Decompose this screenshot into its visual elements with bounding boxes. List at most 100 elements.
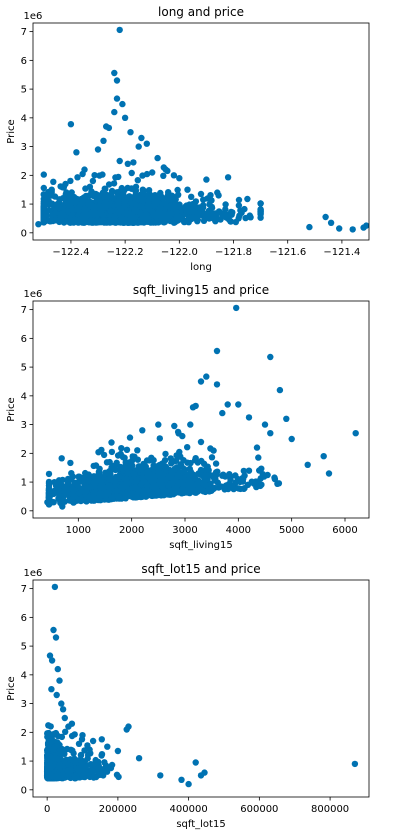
scatter-point: [228, 211, 235, 218]
scatter-point: [61, 728, 69, 735]
scatter-point: [162, 200, 169, 207]
scatter-point: [203, 373, 210, 380]
scatter-point: [140, 488, 147, 495]
scatter-point: [156, 477, 163, 485]
scatter-point: [50, 745, 57, 753]
scatter-point: [83, 484, 91, 491]
scatter-point: [174, 186, 181, 194]
scatter-point: [50, 499, 57, 506]
scatter-point: [215, 208, 223, 215]
scatter-point: [189, 404, 197, 411]
scatter-point: [214, 189, 221, 196]
scatter-point: [73, 149, 80, 156]
scatter-point: [232, 479, 239, 486]
y-tick-label: 2: [21, 449, 27, 460]
scatter-point: [271, 474, 278, 481]
scatter-point: [99, 171, 106, 178]
y-tick-label: 4: [21, 113, 27, 124]
scatter-point: [48, 657, 56, 664]
scatter-point: [114, 493, 122, 501]
scatter-point: [81, 208, 88, 215]
scatter-point: [154, 154, 161, 162]
scatter-point: [82, 213, 89, 221]
scatter-point: [176, 203, 183, 210]
scatter-point: [95, 449, 102, 456]
x-tick-label: −121.8: [215, 247, 252, 258]
scatter-point: [208, 203, 215, 211]
scatter-point: [208, 454, 216, 461]
scatter-point: [45, 201, 52, 208]
scatter-point: [212, 460, 220, 467]
scatter-point: [119, 100, 126, 108]
scatter-point: [86, 217, 94, 225]
x-tick-label: 600000: [240, 804, 278, 815]
scatter-point: [159, 195, 167, 202]
scatter-point: [197, 190, 205, 198]
chart-title: long and price: [158, 5, 244, 19]
scatter-point: [67, 459, 74, 467]
scatter-point: [65, 723, 72, 730]
scatter-point: [64, 767, 72, 775]
scatter-point: [55, 477, 63, 485]
scatter-point: [134, 177, 141, 184]
scatter-point: [45, 478, 53, 486]
scatter-point: [122, 491, 129, 498]
x-tick-label: −122.2: [107, 247, 144, 258]
scatter-point: [167, 455, 174, 462]
scatter-point: [267, 353, 274, 361]
scatter-point: [77, 752, 85, 759]
x-tick-label: −122.0: [161, 247, 198, 258]
scatter-point: [90, 774, 97, 781]
scatter-point: [102, 469, 109, 476]
x-tick-label: 0: [44, 804, 50, 815]
scatter-point: [110, 194, 117, 202]
scatter-point: [173, 452, 180, 459]
scatter-point: [132, 183, 140, 190]
scatter-point: [122, 459, 129, 466]
x-tick-label: 400000: [170, 804, 208, 815]
scatter-point: [260, 473, 268, 480]
scatter-point: [168, 480, 175, 487]
scatter-point: [107, 207, 114, 215]
scatter-point: [108, 448, 116, 456]
scatter-point: [53, 772, 61, 779]
y-tick-label: 3: [21, 420, 27, 431]
y-tick-label: 1: [21, 757, 27, 768]
scatter-point: [54, 665, 61, 673]
scatter-point: [116, 157, 123, 165]
scatter-point: [143, 170, 151, 178]
scatter-point: [46, 762, 53, 769]
scatter-point: [85, 769, 93, 777]
scatter-point: [113, 487, 120, 495]
scatter-point: [96, 465, 103, 472]
scatter-point: [189, 200, 197, 208]
x-tick-label: 800000: [311, 804, 349, 815]
scatter-point: [140, 477, 148, 485]
scatter-point: [163, 464, 170, 471]
scatter-point: [50, 178, 57, 185]
scatter-point: [118, 445, 125, 452]
scatter-point: [186, 465, 193, 472]
scatter-point: [127, 215, 135, 222]
scatter-point: [80, 474, 87, 482]
scatter-point: [191, 488, 198, 496]
scatter-point: [44, 730, 51, 738]
scatter-point: [138, 134, 145, 142]
y-tick-label: 6: [21, 56, 27, 67]
scatter-point: [173, 209, 180, 216]
scatter-point: [86, 183, 94, 190]
scatter-point: [149, 169, 156, 176]
x-tick-label: −122.4: [52, 247, 89, 258]
y-axis-label: Price: [6, 119, 17, 143]
scatter-point: [179, 432, 186, 440]
scatter-point: [77, 489, 84, 497]
scatter-point: [139, 216, 147, 223]
scatter-point: [197, 378, 205, 385]
scatter-point: [188, 193, 195, 200]
y-tick-label: 5: [21, 363, 27, 374]
scatter-point: [58, 700, 65, 707]
scatter-point: [143, 140, 150, 147]
axes-frame: [32, 579, 370, 798]
scatter-point: [120, 484, 127, 491]
